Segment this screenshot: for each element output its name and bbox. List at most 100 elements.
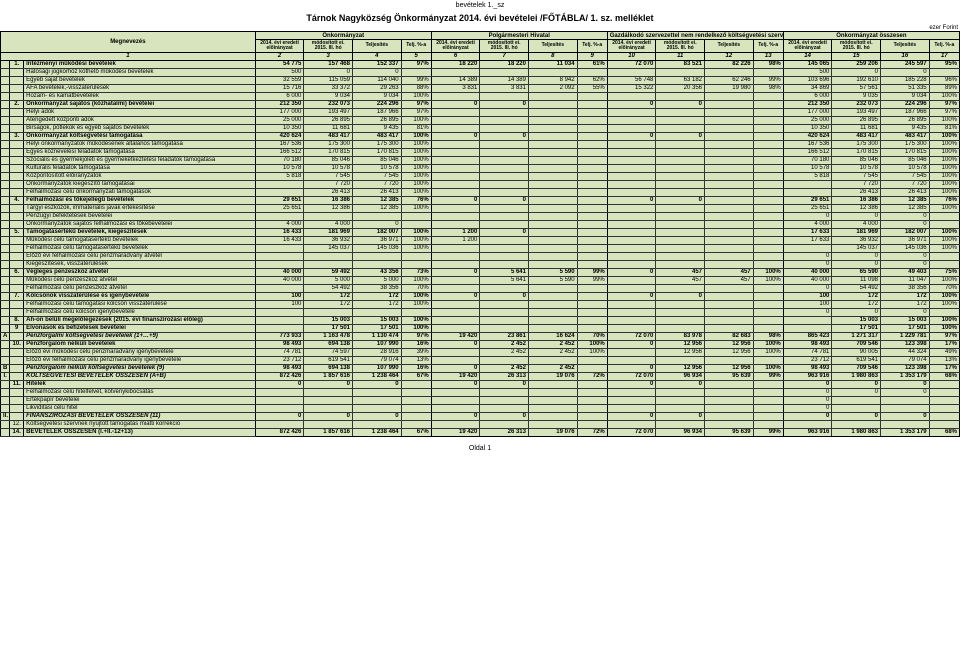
value-cell bbox=[577, 252, 607, 260]
value-cell bbox=[353, 308, 402, 316]
value-cell: 68% bbox=[929, 372, 959, 380]
value-cell: 65 590 bbox=[832, 268, 881, 276]
value-cell bbox=[607, 396, 656, 404]
value-cell bbox=[255, 308, 304, 316]
table-row: Helyi adók177 000193 497187 96697%177 00… bbox=[1, 108, 960, 116]
value-cell: 0 bbox=[431, 268, 480, 276]
table-row: 8.Áh-on belüli megelőlegezések (2015. év… bbox=[1, 316, 960, 324]
value-cell: 193 497 bbox=[832, 108, 881, 116]
value-cell bbox=[528, 172, 577, 180]
value-cell bbox=[480, 284, 529, 292]
value-cell bbox=[656, 220, 705, 228]
value-cell: 500 bbox=[255, 68, 304, 76]
value-cell: 0 bbox=[656, 100, 705, 108]
value-cell: 100% bbox=[929, 204, 959, 212]
row-label: Pénzforgalmi költségvetési bevételek (1+… bbox=[24, 332, 256, 340]
value-cell: 100% bbox=[401, 164, 431, 172]
value-cell bbox=[607, 68, 656, 76]
table-body: 1.Intézményi működési bevételek54 775157… bbox=[1, 60, 960, 436]
value-cell bbox=[255, 396, 304, 404]
value-cell: 15 003 bbox=[304, 316, 353, 324]
value-cell bbox=[753, 132, 783, 140]
row-label: FINANSZÍROZÁSI BEVÉTELEK ÖSSZESEN (11) bbox=[24, 412, 256, 420]
table-row: ÁFA bevételek,-visszatérülések15 71633 3… bbox=[1, 84, 960, 92]
value-cell: 54 775 bbox=[255, 60, 304, 68]
value-cell: 170 815 bbox=[304, 148, 353, 156]
value-cell bbox=[304, 396, 353, 404]
row-label: Felhalmozási célú támogatási kölcsön vis… bbox=[24, 300, 256, 308]
value-cell: 97% bbox=[401, 100, 431, 108]
value-cell: 36 932 bbox=[832, 236, 881, 244]
value-cell bbox=[656, 308, 705, 316]
row-label: Elvonások és befizetések bevételei bbox=[24, 324, 256, 332]
value-cell bbox=[607, 260, 656, 268]
value-cell: 67% bbox=[401, 428, 431, 436]
value-cell bbox=[753, 108, 783, 116]
value-cell: 0 bbox=[431, 196, 480, 204]
value-cell bbox=[656, 228, 705, 236]
value-cell: 83 521 bbox=[656, 60, 705, 68]
value-cell bbox=[783, 420, 832, 428]
table-row: 4.Felhalmozási és tőkejellegű bevételek2… bbox=[1, 196, 960, 204]
row-label: Kulturális feladatok támogatása bbox=[24, 164, 256, 172]
colnum: 4 bbox=[353, 52, 402, 60]
value-cell: 23 861 bbox=[480, 332, 529, 340]
value-cell bbox=[929, 388, 959, 396]
value-cell bbox=[656, 180, 705, 188]
value-cell bbox=[656, 68, 705, 76]
value-cell: 19 420 bbox=[431, 332, 480, 340]
value-cell: 99% bbox=[401, 76, 431, 84]
value-cell bbox=[753, 172, 783, 180]
value-cell: 25 000 bbox=[255, 116, 304, 124]
value-cell: 100% bbox=[401, 316, 431, 324]
value-cell bbox=[577, 132, 607, 140]
value-cell: 100% bbox=[401, 92, 431, 100]
table-row: Önkormányzatok sajátos felhalmozási és t… bbox=[1, 220, 960, 228]
row-level-a bbox=[1, 420, 10, 428]
row-level-a bbox=[1, 324, 10, 332]
value-cell bbox=[431, 68, 480, 76]
colnum: 7 bbox=[480, 52, 529, 60]
value-cell: 1 229 781 bbox=[881, 332, 930, 340]
value-cell: 420 624 bbox=[783, 132, 832, 140]
table-row: Előző évi működési célú pénzmaradvány ig… bbox=[1, 348, 960, 356]
subhead-c1: 2014. évi eredeti előirányzat bbox=[783, 40, 832, 53]
table-row: 7.Kölcsönök visszatérülése és igénybevét… bbox=[1, 292, 960, 300]
value-cell bbox=[401, 380, 431, 388]
value-cell: 10 578 bbox=[881, 164, 930, 172]
value-cell bbox=[401, 308, 431, 316]
value-cell: 709 546 bbox=[832, 340, 881, 348]
group-onk: Önkormányzat bbox=[255, 32, 431, 40]
row-label: Szociális és gyermekjóléti és gyermekétk… bbox=[24, 156, 256, 164]
value-cell bbox=[607, 204, 656, 212]
row-level-b bbox=[10, 156, 24, 164]
value-cell: 0 bbox=[431, 292, 480, 300]
value-cell: 10 350 bbox=[255, 124, 304, 132]
value-cell: 90 005 bbox=[832, 348, 881, 356]
value-cell: 166 512 bbox=[783, 148, 832, 156]
value-cell bbox=[705, 404, 754, 412]
value-cell: 0 bbox=[480, 132, 529, 140]
row-level-a bbox=[1, 220, 10, 228]
value-cell bbox=[607, 348, 656, 356]
row-level-b: 11. bbox=[10, 380, 24, 388]
value-cell: 100% bbox=[929, 316, 959, 324]
value-cell bbox=[431, 164, 480, 172]
value-cell: 483 417 bbox=[304, 132, 353, 140]
value-cell bbox=[528, 188, 577, 196]
value-cell bbox=[705, 236, 754, 244]
value-cell: 0 bbox=[255, 412, 304, 420]
value-cell bbox=[881, 404, 930, 412]
row-level-b bbox=[10, 356, 24, 364]
value-cell: 26 413 bbox=[832, 188, 881, 196]
value-cell: 1 857 616 bbox=[304, 428, 353, 436]
value-cell: 145 036 bbox=[353, 244, 402, 252]
value-cell bbox=[929, 308, 959, 316]
value-cell: 0 bbox=[480, 228, 529, 236]
row-level-a bbox=[1, 228, 10, 236]
value-cell bbox=[480, 68, 529, 76]
value-cell bbox=[528, 396, 577, 404]
value-cell bbox=[401, 220, 431, 228]
value-cell bbox=[431, 148, 480, 156]
value-cell: 100% bbox=[929, 148, 959, 156]
